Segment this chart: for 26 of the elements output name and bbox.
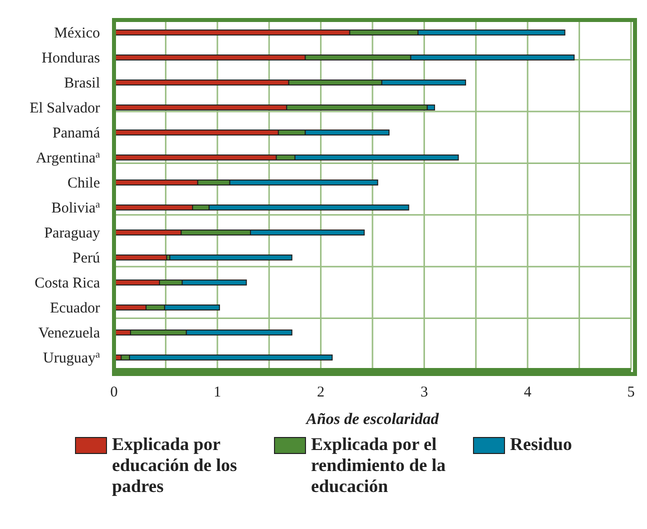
y-tick-label: Costa Rica: [34, 276, 100, 292]
y-tick-label: Chile: [68, 176, 100, 192]
x-tick-label: 3: [420, 384, 428, 401]
y-tick-label: Paraguay: [44, 226, 100, 242]
y-tick-label: Perú: [72, 250, 100, 266]
x-tick-label: 5: [627, 384, 635, 401]
y-tick-label: El Salvador: [30, 100, 100, 116]
y-tick-label: Venezuela: [38, 326, 100, 342]
legend-label: Explicada por el rendimiento de la educación: [310, 434, 447, 497]
legend-label: Explicada por educación de los padres: [112, 434, 238, 497]
y-tick-label: Argentina$^{a}$: [36, 149, 101, 166]
legend-label: Residuo: [510, 434, 572, 455]
y-tick-label: Honduras: [42, 50, 100, 66]
x-tick-label: 0: [110, 384, 118, 401]
y-tick-label: Uruguay$^{a}$: [43, 349, 101, 366]
x-tick-label: 1: [214, 384, 222, 401]
y-tick-label: Bolivia$^{a}$: [51, 199, 101, 216]
x-axis-title: Años de escolaridad: [305, 411, 440, 428]
bar: [114, 254, 168, 260]
y-tick-label: Ecuador: [50, 300, 100, 316]
y-tick-label: México: [54, 26, 100, 42]
y-tick-label: Brasil: [64, 76, 100, 92]
y-tick-label: Panamá: [52, 126, 100, 142]
x-tick-label: 4: [524, 384, 532, 401]
bar: [169, 254, 292, 260]
x-tick-label: 2: [317, 384, 325, 401]
